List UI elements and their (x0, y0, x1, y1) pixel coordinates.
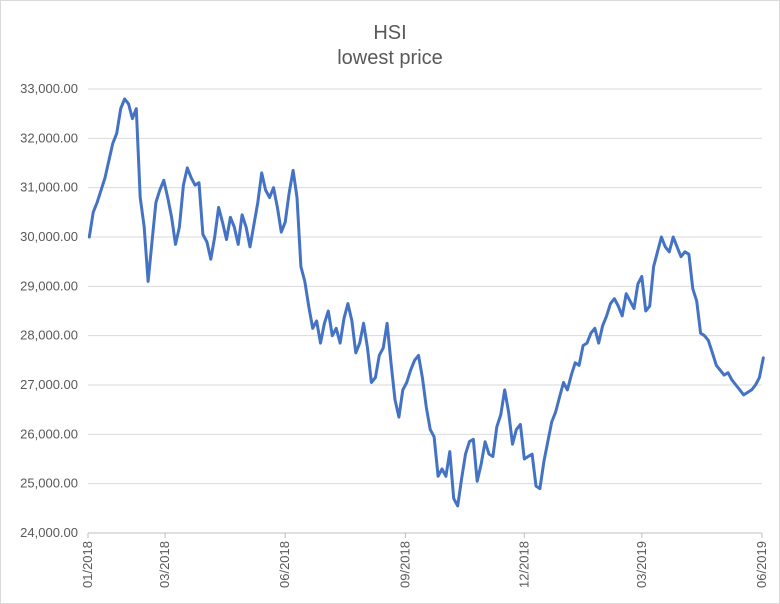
chart-title: HSI (373, 22, 407, 44)
x-tick-label: 01/2018 (80, 541, 95, 588)
y-tick-label: 31,000.00 (20, 180, 78, 195)
x-tick-label: 09/2018 (397, 541, 412, 588)
y-tick-label: 32,000.00 (20, 130, 78, 145)
series-layer (87, 97, 765, 508)
y-tick-label: 30,000.00 (20, 229, 78, 244)
y-tick-label: 33,000.00 (20, 81, 78, 96)
y-axis-ticks: 24,000.00 25,000.00 26,000.00 27,000.00 28,0… (20, 81, 78, 540)
x-axis-ticks: 01/2018 03/2018 06/2018 09/2018 12/2018 03/20… (80, 533, 769, 588)
y-tick-label: 29,000.00 (20, 278, 78, 293)
x-tick-label: 06/2018 (277, 541, 292, 588)
chart-subtitle: lowest price (337, 47, 443, 69)
series-line (87, 97, 765, 508)
y-tick-label: 28,000.00 (20, 328, 78, 343)
x-tick-label: 06/2019 (754, 541, 769, 588)
x-tick-label: 03/2018 (157, 541, 172, 588)
gridlines (88, 88, 762, 485)
x-tick-label: 03/2019 (634, 541, 649, 588)
y-tick-label: 24,000.00 (20, 525, 78, 540)
y-tick-label: 26,000.00 (20, 426, 78, 441)
y-tick-label: 27,000.00 (20, 377, 78, 392)
y-tick-label: 25,000.00 (20, 476, 78, 491)
x-tick-label: 12/2018 (516, 541, 531, 588)
